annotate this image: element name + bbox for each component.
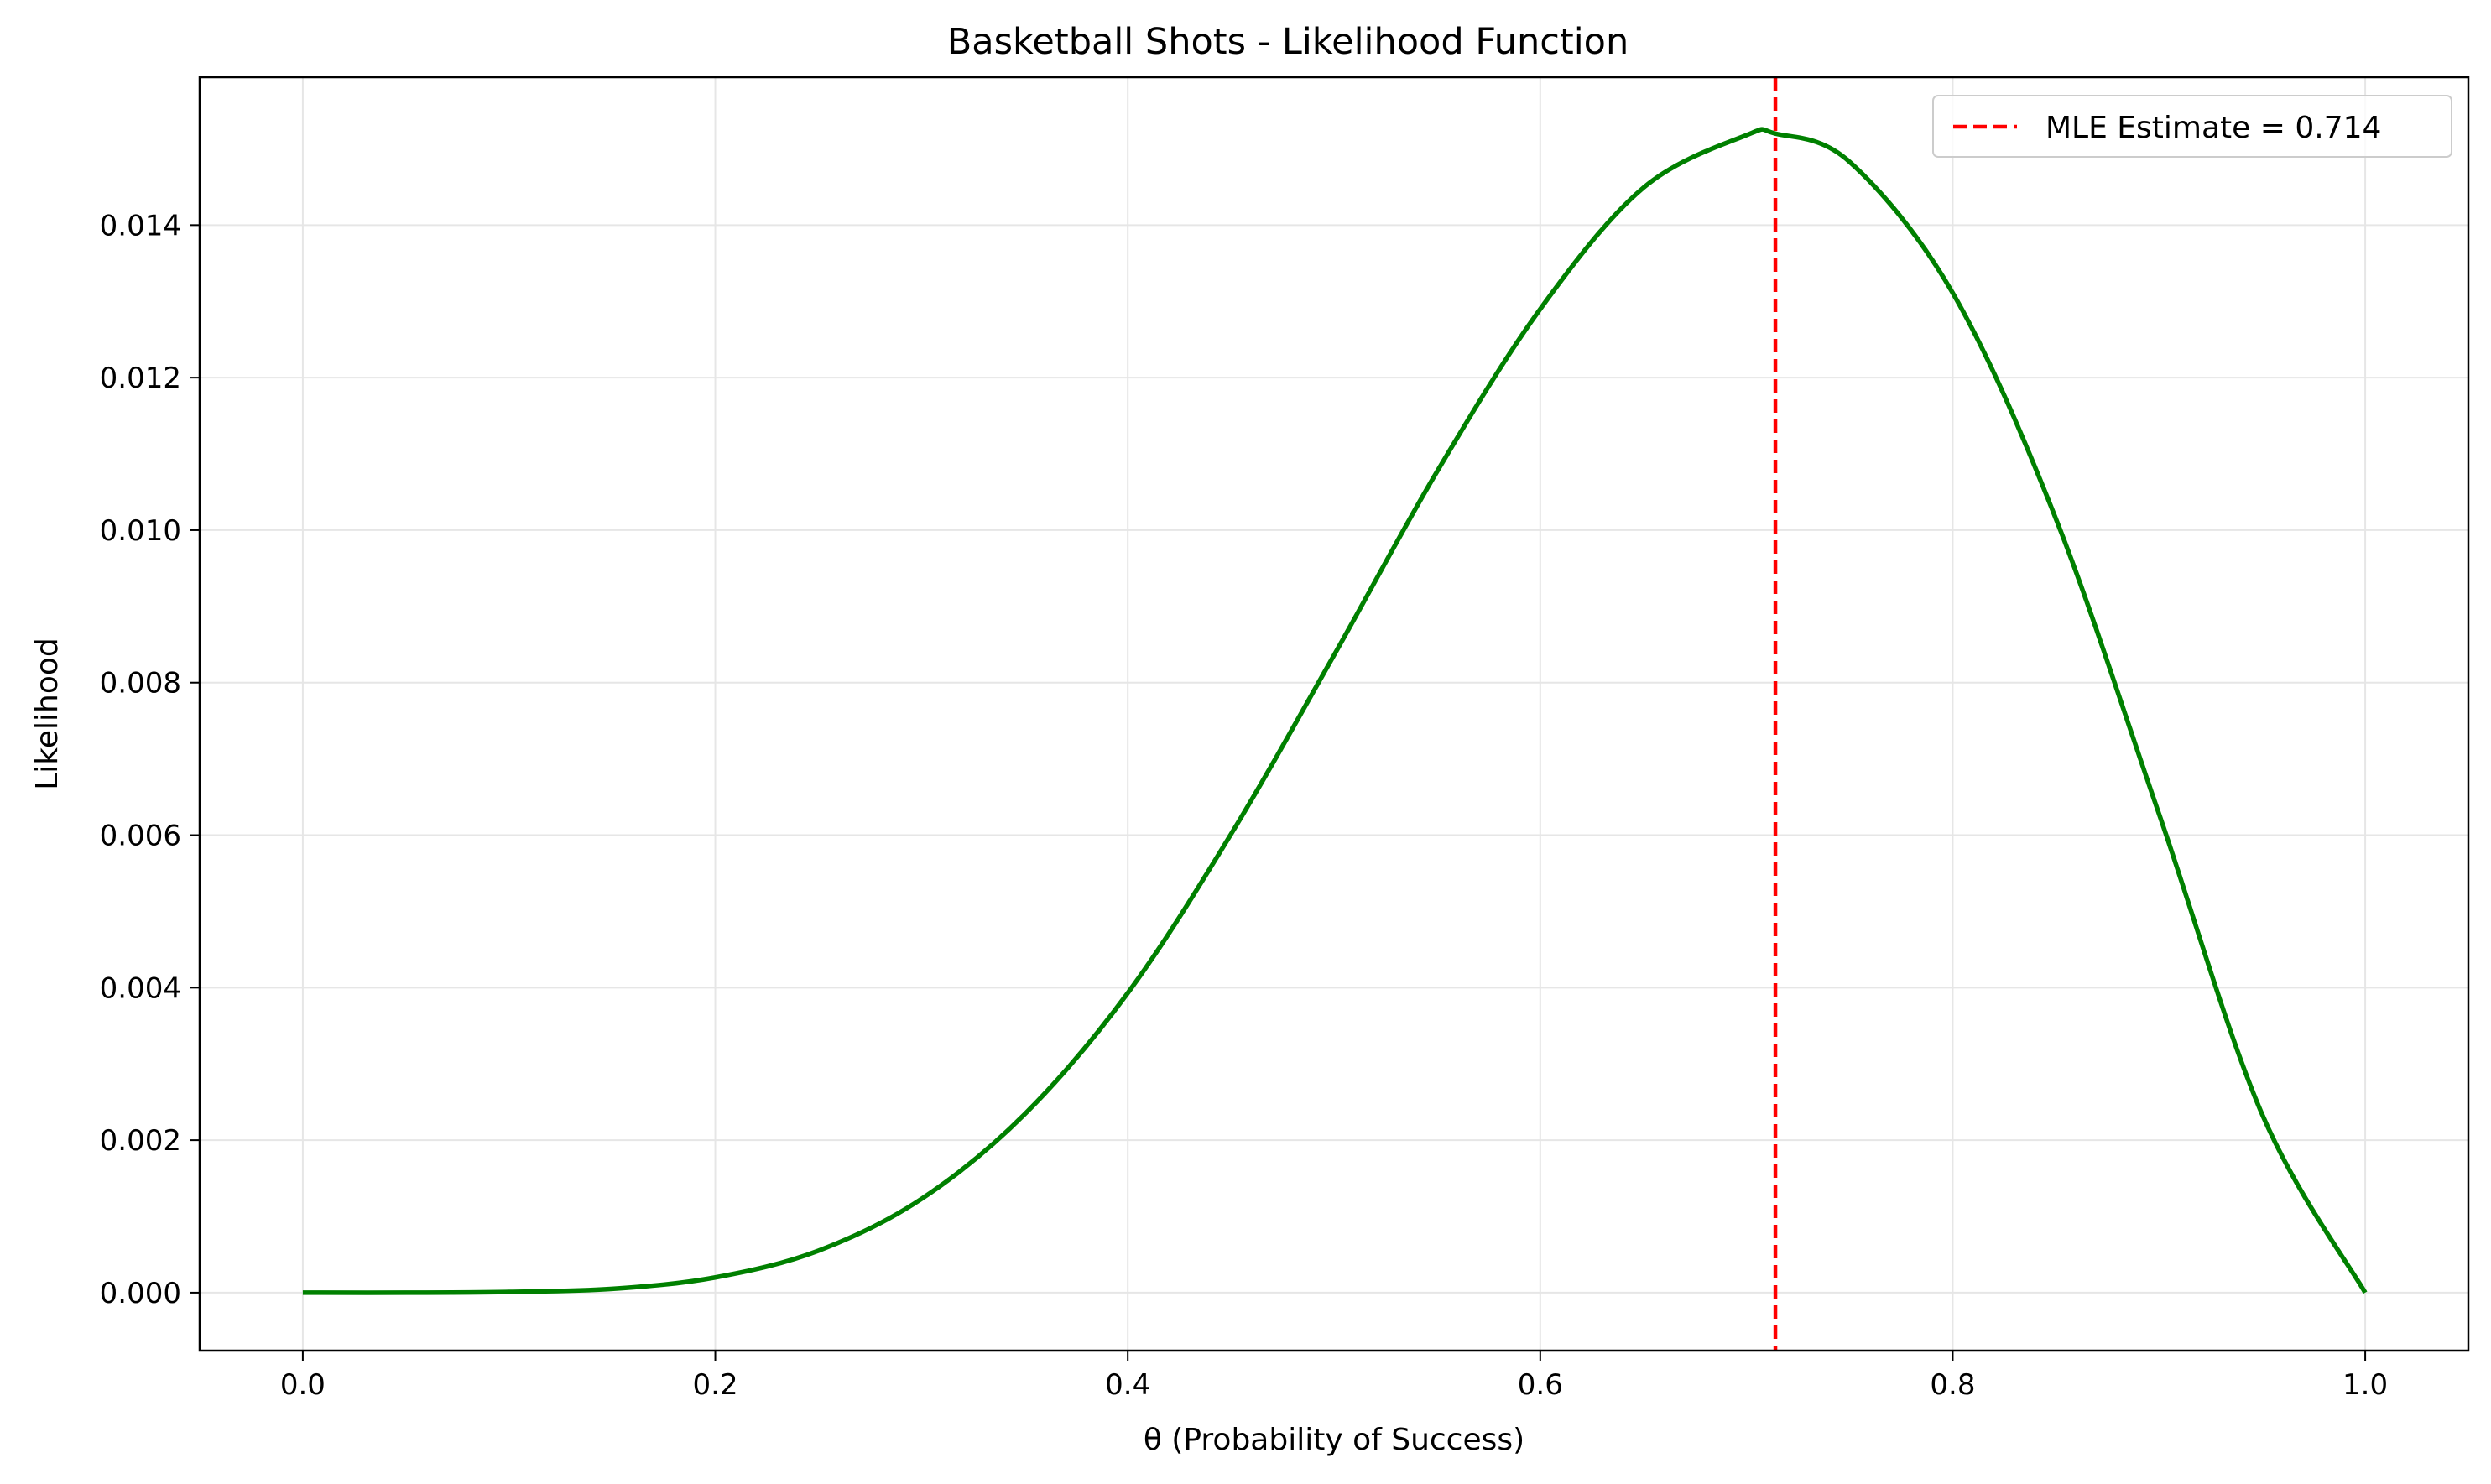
- likelihood-curve: [302, 127, 2368, 1295]
- x-axis-ticks: 0.0 0.2 0.4 0.6 0.8 1.0: [280, 1351, 2388, 1402]
- legend: MLE Estimate = 0.714: [1932, 95, 2452, 158]
- y-axis-label: Likelihood: [30, 638, 65, 790]
- y-tick-label: 0.008: [100, 667, 181, 700]
- legend-box: [1932, 95, 2452, 158]
- grid-lines: [200, 77, 2468, 1351]
- plot-area: [302, 77, 2368, 1351]
- y-tick-label: 0.000: [100, 1277, 181, 1310]
- x-tick-label: 0.4: [1105, 1368, 1150, 1402]
- chart-title: Basketball Shots - Likelihood Function: [947, 21, 1629, 63]
- y-tick-label: 0.014: [100, 209, 181, 242]
- x-tick-label: 0.2: [693, 1368, 738, 1402]
- x-tick-label: 0.8: [1930, 1368, 1975, 1402]
- y-tick-label: 0.004: [100, 971, 181, 1005]
- legend-label-mle: MLE Estimate = 0.714: [2045, 111, 2381, 145]
- y-tick-label: 0.002: [100, 1124, 181, 1158]
- x-tick-label: 0.6: [1518, 1368, 1563, 1402]
- y-tick-label: 0.012: [100, 362, 181, 395]
- y-tick-label: 0.010: [100, 514, 181, 548]
- x-tick-label: 0.0: [280, 1368, 326, 1402]
- x-tick-label: 1.0: [2342, 1368, 2388, 1402]
- x-axis-label: θ (Probability of Success): [1144, 1423, 1524, 1457]
- axes-frame: [198, 76, 2470, 1352]
- y-tick-label: 0.006: [100, 820, 181, 853]
- y-axis-ticks: 0.000 0.002 0.004 0.006 0.008 0.010 0.012 0.014: [100, 209, 200, 1310]
